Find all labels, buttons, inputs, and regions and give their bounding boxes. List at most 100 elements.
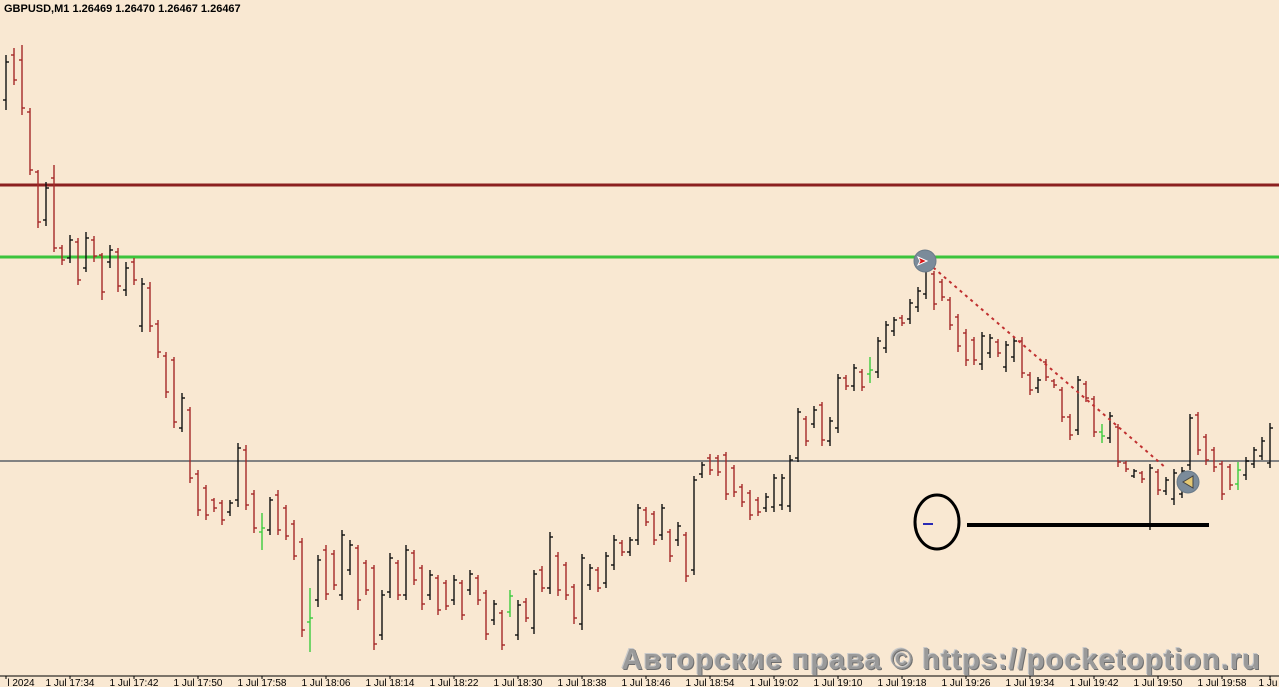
ohlc-bar <box>435 575 441 615</box>
ohlc-bar <box>1115 424 1121 467</box>
ohlc-bar <box>219 500 225 525</box>
ohlc-bar <box>411 550 417 585</box>
ohlc-bar <box>451 575 457 605</box>
time-axis-label: 1 Jul 18:30 <box>494 678 543 687</box>
ohlc-bar <box>1011 337 1017 362</box>
ohlc-bar <box>523 598 529 622</box>
ohlc-bar <box>995 339 1001 357</box>
ohlc-bar <box>499 610 505 650</box>
ohlc-bar <box>275 490 281 535</box>
ohlc-bar <box>1059 387 1065 422</box>
ohlc-bar <box>635 504 641 545</box>
ohlc-bar <box>371 565 377 650</box>
ohlc-bar <box>531 570 537 634</box>
ohlc-bar <box>1211 447 1217 472</box>
ohlc-bar <box>691 476 697 575</box>
ohlc-bar <box>707 454 713 475</box>
ohlc-bar <box>99 253 105 300</box>
ohlc-bar <box>235 443 241 507</box>
ohlc-bar <box>1219 461 1225 500</box>
ohlc-bar <box>67 235 73 263</box>
time-axis-label: 1 Jul 19:34 <box>1006 678 1055 687</box>
ohlc-bar <box>803 416 809 446</box>
ohlc-bar <box>915 287 921 312</box>
ohlc-bar <box>563 562 569 600</box>
ohlc-bar <box>355 545 361 610</box>
ohlc-bar <box>971 337 977 365</box>
ohlc-bar <box>259 513 265 550</box>
time-axis-label: 1 Jul 17:42 <box>110 678 159 687</box>
ohlc-bar <box>131 258 137 285</box>
ohlc-bar <box>1035 377 1041 393</box>
ohlc-bar <box>515 600 521 640</box>
ohlc-bar <box>899 315 905 326</box>
time-axis-label: 1 Ju <box>1259 678 1278 687</box>
ohlc-bar <box>1003 341 1009 372</box>
ohlc-bar <box>1267 423 1273 468</box>
time-axis-label: 1 Jul 19:42 <box>1070 678 1119 687</box>
ohlc-bar <box>779 474 785 510</box>
ohlc-bar <box>1075 376 1081 435</box>
ohlc-bar <box>59 245 65 265</box>
ohlc-bar <box>1067 414 1073 440</box>
ohlc-bar <box>699 462 705 478</box>
ohlc-bar <box>387 553 393 598</box>
ohlc-bar <box>795 408 801 462</box>
ohlc-bar <box>419 565 425 610</box>
ohlc-bar <box>267 497 273 535</box>
ohlc-bar <box>1155 469 1161 495</box>
time-axis-label: 1 Jul 17:34 <box>46 678 95 687</box>
ohlc-bar <box>427 570 433 600</box>
ohlc-bar <box>1243 457 1249 480</box>
time-axis-label: 1 Jul 18:54 <box>686 678 735 687</box>
ohlc-bar <box>75 238 81 285</box>
ohlc-bar <box>51 165 57 252</box>
dashed-trendline[interactable] <box>927 262 1167 469</box>
ohlc-bar <box>243 445 249 510</box>
ohlc-bar <box>891 317 897 336</box>
ohlc-bar <box>1227 464 1233 490</box>
ohlc-bar <box>139 278 145 332</box>
ohlc-bar <box>107 245 113 268</box>
ohlc-bar <box>27 108 33 175</box>
ohlc-bar <box>443 580 449 610</box>
ohlc-bar <box>555 552 561 596</box>
ohlc-bar <box>1251 447 1257 468</box>
ohlc-bar <box>875 337 881 378</box>
red-arrow-icon <box>916 255 929 267</box>
ohlc-bar <box>763 493 769 512</box>
ohlc-bar <box>715 455 721 476</box>
ohlc-bar <box>539 566 545 592</box>
ohlc-bar <box>467 570 473 595</box>
ohlc-bar <box>667 529 673 562</box>
ohlc-bar <box>347 540 353 575</box>
ellipse-annotation[interactable] <box>913 493 961 551</box>
ohlc-bar <box>195 470 201 516</box>
ohlc-bar <box>155 320 161 358</box>
ohlc-bar <box>963 329 969 366</box>
ohlc-bar <box>979 332 985 370</box>
ohlc-bar <box>595 567 601 592</box>
ohlc-bar <box>547 532 553 594</box>
ohlc-bar <box>755 497 761 516</box>
yellow-left-triangle-icon <box>1182 475 1194 489</box>
ohlc-bar <box>395 560 401 600</box>
ohlc-bar <box>163 352 169 398</box>
ohlc-bar <box>35 170 41 228</box>
time-axis-label: 1 Jul 19:10 <box>814 678 863 687</box>
ohlc-bar <box>1051 379 1057 388</box>
ohlc-bar <box>1027 372 1033 395</box>
copyright-watermark: Авторские права © https://pocketoption.r… <box>621 644 1261 676</box>
ohlc-bar <box>1131 469 1137 478</box>
ohlc-bar <box>147 282 153 332</box>
ohlc-bar <box>507 590 513 617</box>
ohlc-bar <box>683 532 689 582</box>
ohlc-bar <box>867 357 873 383</box>
ohlc-bar <box>907 299 913 324</box>
symbol-ohlc-title: GBPUSD,M1 1.26469 1.26470 1.26467 1.2646… <box>4 3 241 15</box>
ohlc-bar <box>747 490 753 520</box>
ohlc-bar <box>651 511 657 545</box>
ohlc-bar <box>299 538 305 637</box>
ohlc-bar <box>91 236 97 262</box>
